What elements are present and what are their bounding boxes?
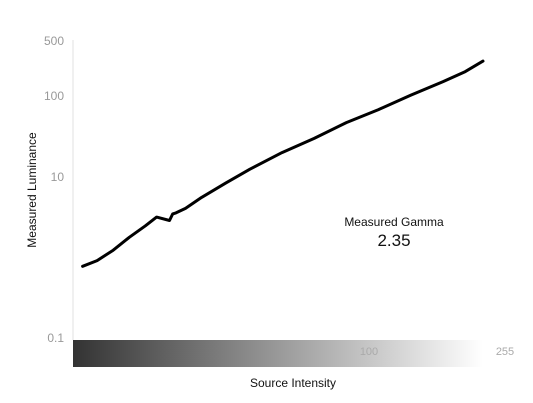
series-layer: [81, 59, 485, 268]
y-tick-label: 10: [51, 170, 65, 184]
x-axis-label: Source Intensity: [250, 376, 336, 390]
gamma-annotation-label: Measured Gamma: [344, 215, 444, 229]
y-tick-label: 500: [44, 34, 64, 48]
y-tick-label: 100: [44, 89, 64, 103]
x-tick-label: 255: [496, 346, 514, 358]
source-intensity-gradient-bar: [73, 340, 483, 367]
y-axis-label: Measured Luminance: [25, 132, 39, 248]
gamma-annotation-value: 2.35: [377, 231, 410, 250]
y-tick-label: 0.1: [47, 331, 64, 345]
x-tick-label: 100: [360, 346, 378, 358]
gamma-curve-line: [81, 59, 485, 268]
